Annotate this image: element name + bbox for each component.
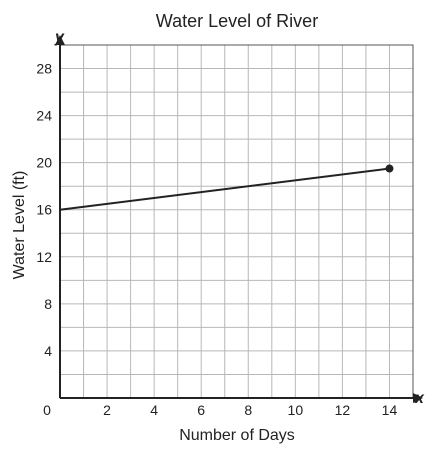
plot-border xyxy=(59,44,414,399)
endpoint-dot xyxy=(385,164,394,173)
y-tick-label: 8 xyxy=(44,296,52,312)
x-tick-label: 14 xyxy=(382,402,398,418)
x-axis-letter: x xyxy=(414,390,425,407)
y-axis-label: Water Level (ft) xyxy=(11,171,28,280)
x-tick-label: 0 xyxy=(43,402,51,418)
y-tick-label: 28 xyxy=(36,61,52,77)
y-tick-label: 20 xyxy=(36,155,52,171)
x-tick-label: 2 xyxy=(103,402,111,418)
series-line xyxy=(59,167,390,211)
chart-title: Water Level of River xyxy=(156,11,318,31)
gridlines xyxy=(60,44,414,398)
axes xyxy=(55,35,423,403)
x-tick-label: 12 xyxy=(335,402,351,418)
y-tick-label: 16 xyxy=(36,202,52,218)
x-tick-label: 6 xyxy=(197,402,205,418)
data-series xyxy=(59,164,394,211)
x-axis-arrow xyxy=(413,393,423,403)
x-axis-label: Number of Days xyxy=(179,427,295,444)
x-tick-label: 4 xyxy=(150,402,158,418)
y-axis-letter: y xyxy=(54,29,65,46)
y-tick-label: 12 xyxy=(36,249,52,265)
y-axis-arrow xyxy=(55,35,65,45)
x-tick-label: 10 xyxy=(288,402,304,418)
y-tick-label: 4 xyxy=(44,343,52,359)
x-tick-label: 8 xyxy=(244,402,252,418)
y-tick-label: 24 xyxy=(36,108,52,124)
